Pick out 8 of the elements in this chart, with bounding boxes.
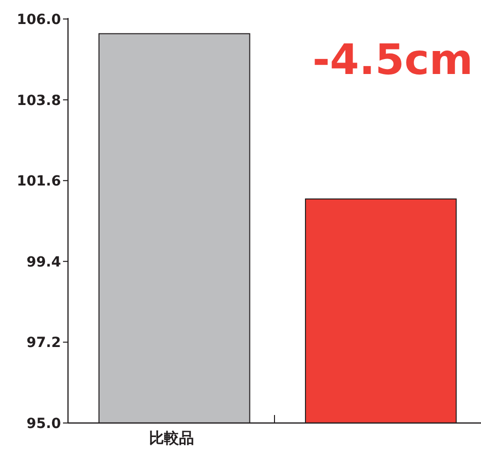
annotation: -4.5cm <box>312 35 473 84</box>
y-tick-label: 97.2 <box>26 335 61 352</box>
x-tick-label: 比較品 <box>148 429 194 447</box>
y-tick-label: 95.0 <box>26 416 62 432</box>
y-tick-label: 106.0 <box>16 12 62 28</box>
y-tick-label: 101.6 <box>16 174 61 190</box>
y-tick-label: 103.8 <box>16 92 61 109</box>
y-tick-label: 99.4 <box>26 254 62 270</box>
